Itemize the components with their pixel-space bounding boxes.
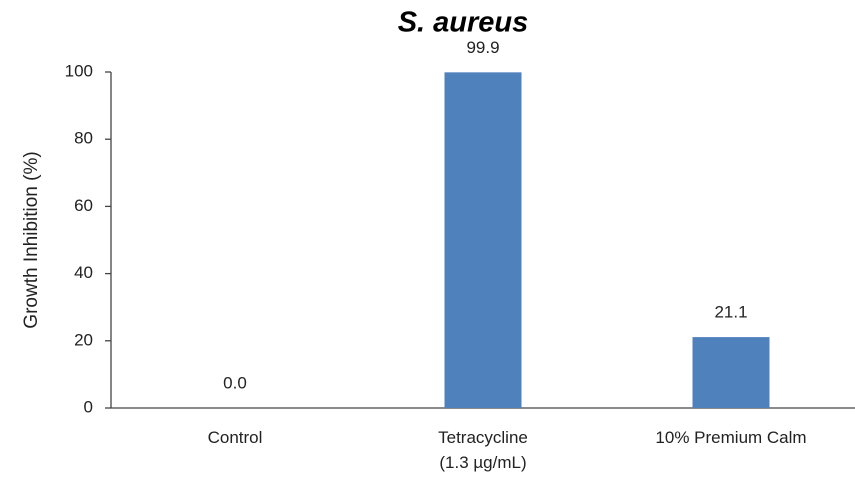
value-label: 21.1 <box>714 303 747 322</box>
x-tick-label: Tetracycline (1.3 µg/mL) <box>438 428 528 472</box>
y-tick-label: 0 <box>84 397 93 416</box>
y-axis-label: Growth Inhibition (%) <box>21 151 42 328</box>
y-tick-label: 20 <box>74 330 93 349</box>
value-label: 0.0 <box>223 373 247 392</box>
value-label: 99.9 <box>466 38 499 57</box>
x-tick-label: 10% Premium Calm <box>655 428 807 447</box>
chart-title: S. aureus <box>398 7 529 39</box>
x-tick-label: Control <box>207 428 263 447</box>
y-tick-label: 80 <box>74 129 93 148</box>
y-tick-label: 40 <box>74 263 93 282</box>
y-tick-label: 100 <box>65 61 93 80</box>
bar <box>444 72 522 408</box>
bar <box>692 337 770 408</box>
y-tick-label: 60 <box>74 196 93 215</box>
